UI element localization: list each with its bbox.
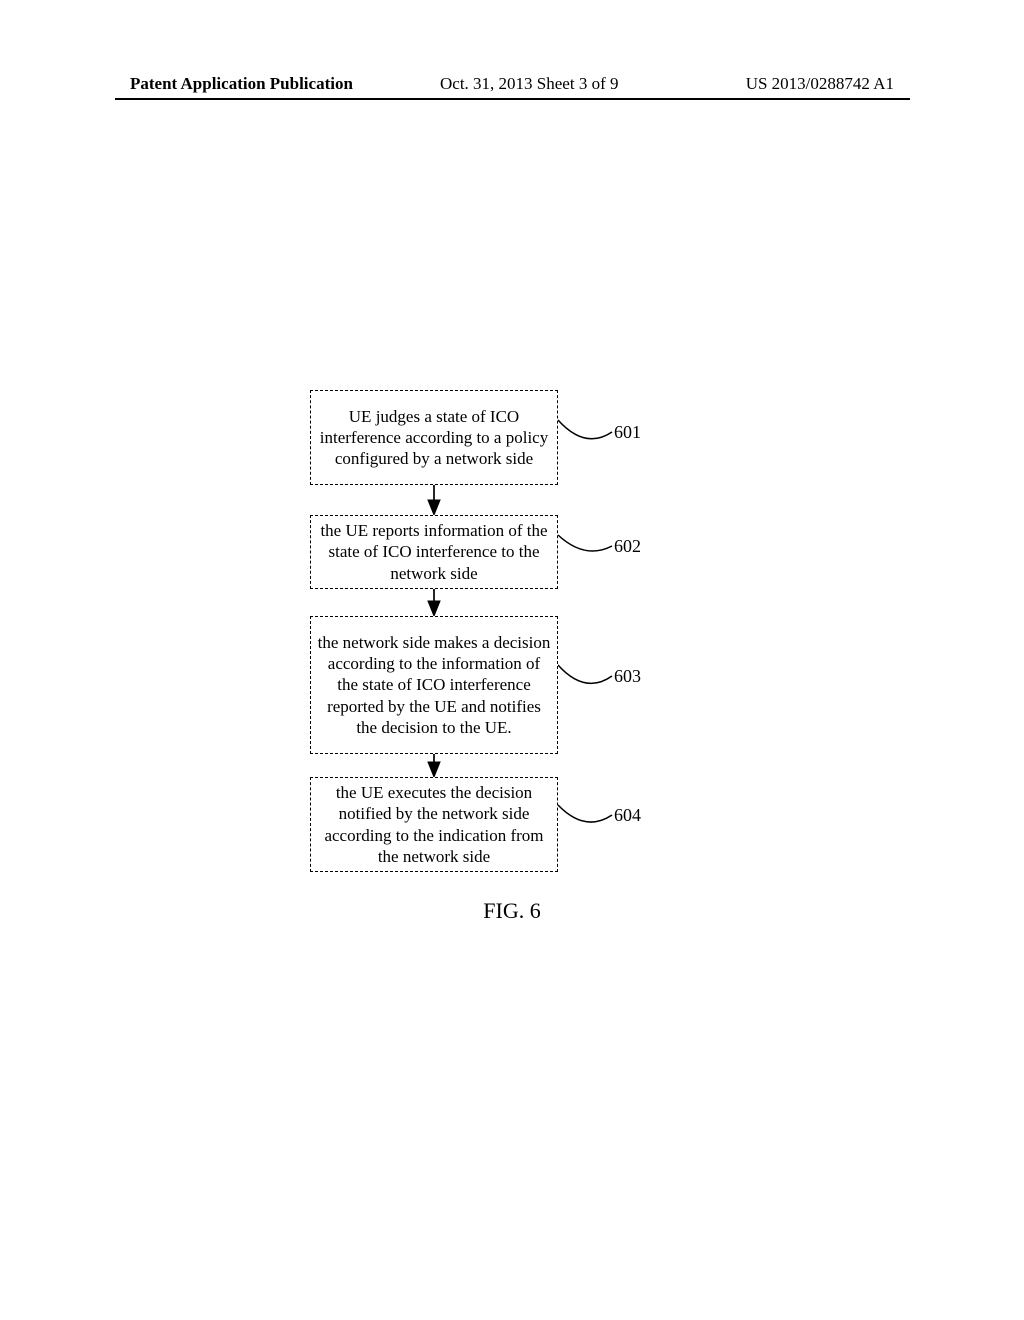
- ref-label-601: 601: [614, 422, 641, 443]
- flowchart-figure-6: UE judges a state of ICO interference ac…: [0, 0, 1024, 1320]
- flow-step-604: the UE executes the decision notified by…: [310, 777, 558, 872]
- ref-label-603: 603: [614, 666, 641, 687]
- ref-label-602: 602: [614, 536, 641, 557]
- flow-step-603: the network side makes a decision accord…: [310, 616, 558, 754]
- callout-curve: [558, 420, 612, 439]
- figure-caption: FIG. 6: [0, 898, 1024, 924]
- flow-step-text: the network side makes a decision accord…: [317, 632, 551, 738]
- callout-curve: [558, 805, 612, 822]
- callout-curve: [558, 665, 612, 683]
- callout-curve: [558, 535, 612, 551]
- flow-step-text: the UE executes the decision notified by…: [317, 782, 551, 867]
- flow-step-602: the UE reports information of the state …: [310, 515, 558, 589]
- flow-step-text: UE judges a state of ICO interference ac…: [317, 406, 551, 470]
- flow-step-text: the UE reports information of the state …: [317, 520, 551, 584]
- flow-step-601: UE judges a state of ICO interference ac…: [310, 390, 558, 485]
- ref-label-604: 604: [614, 805, 641, 826]
